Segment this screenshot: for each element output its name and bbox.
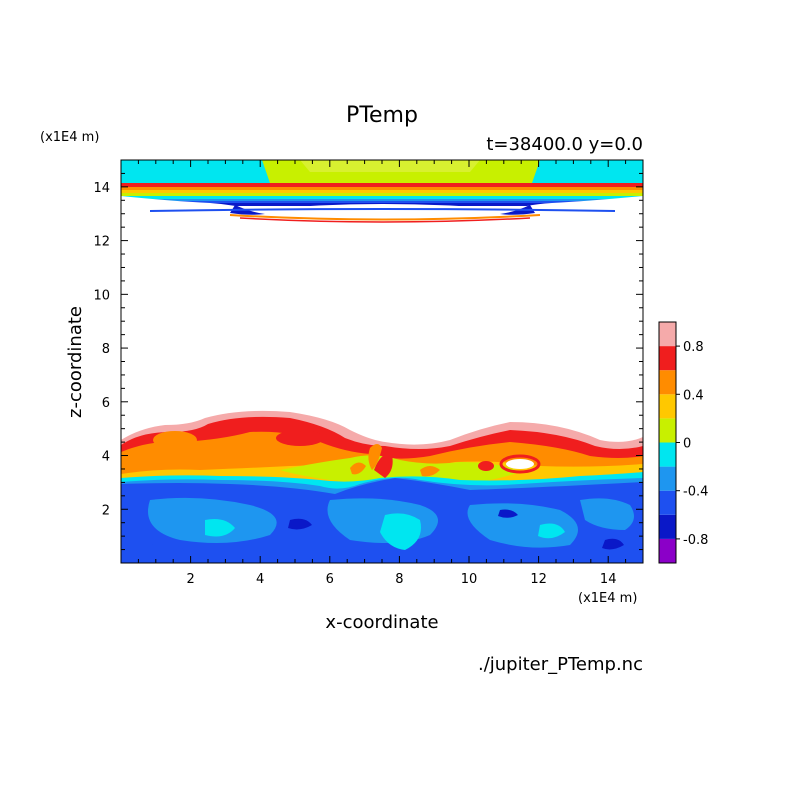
x-tick-label: 4 <box>256 572 264 587</box>
y-tick-label: 6 <box>102 396 110 411</box>
y-unit-label: (x1E4 m) <box>40 130 99 145</box>
y-tick-label: 2 <box>102 503 110 518</box>
chart-title: PTemp <box>346 103 418 128</box>
y-tick-label: 4 <box>102 450 110 465</box>
colorbar-segment <box>659 418 676 443</box>
colorbar-segment <box>659 370 676 395</box>
colorbar-segment <box>659 346 676 371</box>
source-file-label: ./jupiter_PTemp.nc <box>478 654 643 675</box>
colorbar-tick-label: -0.4 <box>683 485 708 500</box>
lower-layer-contours <box>121 410 643 563</box>
x-axis-tick-labels: 2 4 6 8 10 12 14 <box>186 572 616 587</box>
colorbar-tick-label: -0.8 <box>683 533 708 548</box>
colorbar-tick-label: 0.8 <box>683 340 704 355</box>
colorbar-tick-label: 0 <box>683 437 691 452</box>
colorbar-segment <box>659 466 676 491</box>
colorbar-segment <box>659 394 676 419</box>
colorbar-segment <box>659 538 676 563</box>
x-tick-label: 8 <box>395 572 403 587</box>
colorbar <box>659 322 676 563</box>
y-tick-label: 14 <box>93 181 110 196</box>
x-axis-label: x-coordinate <box>325 612 438 633</box>
x-tick-label: 14 <box>600 572 617 587</box>
y-tick-label: 10 <box>93 288 110 303</box>
upper-band-contours <box>121 160 643 223</box>
colorbar-segment <box>659 490 676 515</box>
y-axis-ticks <box>121 172 643 551</box>
x-tick-label: 6 <box>326 572 334 587</box>
x-tick-label: 12 <box>530 572 547 587</box>
contour-field <box>121 160 643 563</box>
colorbar-tick-labels: 0.8 0.4 0 -0.4 -0.8 <box>676 340 708 548</box>
x-tick-label: 2 <box>186 572 194 587</box>
x-axis-ticks <box>137 160 627 563</box>
colorbar-segment <box>659 322 676 347</box>
colorbar-segment <box>659 442 676 467</box>
colorbar-segment <box>659 514 676 539</box>
time-label: t=38400.0 y=0.0 <box>486 134 643 155</box>
y-axis-label: z-coordinate <box>65 306 86 418</box>
colorbar-tick-label: 0.4 <box>683 388 704 403</box>
x-tick-label: 10 <box>461 572 478 587</box>
y-tick-label: 8 <box>102 342 110 357</box>
y-axis-tick-labels: 2 4 6 8 10 12 14 <box>93 181 110 518</box>
x-unit-label: (x1E4 m) <box>578 591 637 606</box>
y-tick-label: 12 <box>93 235 110 250</box>
